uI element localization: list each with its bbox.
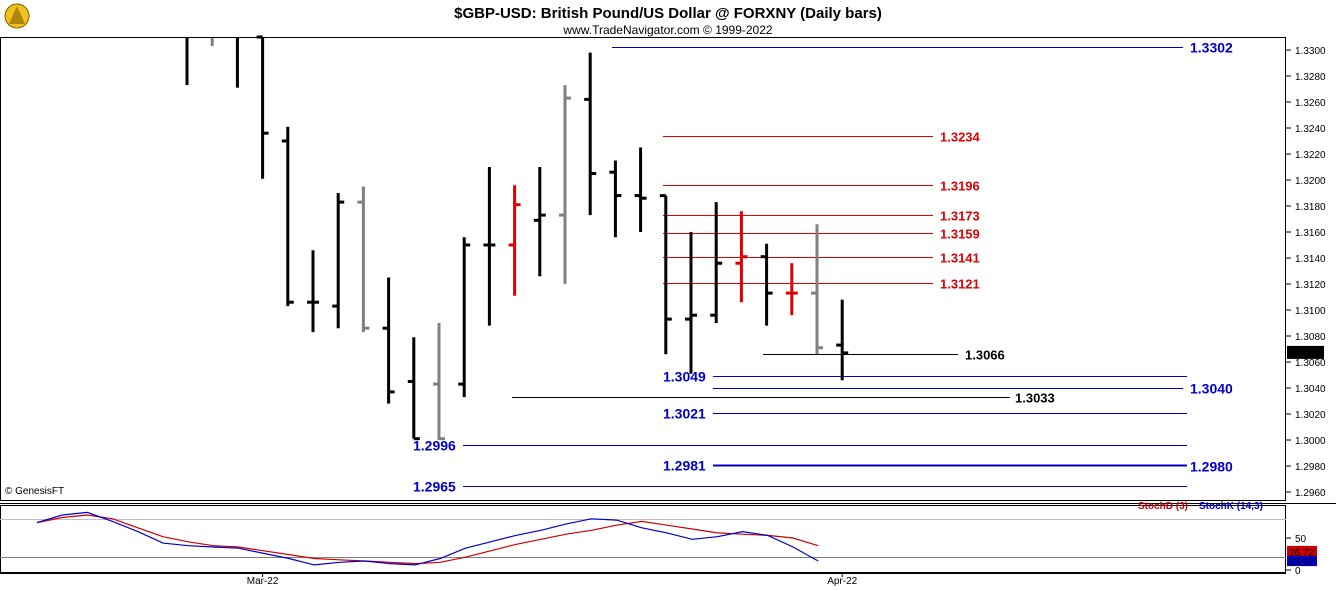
price-axis: 1.3300 1.3280 1.3260 1.3240 1.3220 1.3200 1.31…: [1286, 46, 1326, 499]
time-axis: Mar-22 Apr-22: [247, 573, 858, 587]
levels-layer: 1.3302 1.3234 1.3196 1.3173 1.3159 1.3141 1.31…: [413, 40, 1233, 495]
price-tick-label: 1.3200: [1295, 176, 1326, 187]
price-tick-label: 1.3100: [1295, 306, 1326, 317]
level-label: 1.2980: [1190, 459, 1233, 475]
stoch-d-legend: StochD (3): [1138, 501, 1188, 512]
level-label: 1.3173: [940, 209, 980, 224]
price-tick-label: 1.3020: [1295, 410, 1326, 421]
level-label: 1.3049: [663, 369, 706, 385]
level-label: 1.3196: [940, 179, 980, 194]
watermark: © GenesisFT: [5, 486, 64, 497]
level-label: 1.3234: [940, 130, 981, 145]
price-tick-label: 1.3060: [1295, 358, 1326, 369]
stoch-series-line: [36, 511, 819, 566]
price-tick-label: 1.3260: [1295, 98, 1326, 109]
stoch-series-line: [36, 514, 819, 565]
stoch-k-value-box: [1287, 556, 1317, 567]
stoch-tick-label: 50: [1295, 534, 1307, 545]
bars-layer: [185, 35, 849, 441]
price-tick-label: 1.3300: [1295, 46, 1326, 57]
chart-title: $GBP-USD: British Pound/US Dollar @ FORX…: [454, 5, 882, 22]
stoch-tick-label: 0: [1295, 566, 1301, 577]
stoch-k-value: 13.92: [1289, 557, 1314, 568]
price-panel-frame: [0, 37, 1286, 501]
price-tick-label: 1.3280: [1295, 72, 1326, 83]
level-label: 1.2996: [413, 438, 456, 454]
last-price-label: 1.3067: [1289, 349, 1320, 360]
price-tick-label: 1.3080: [1295, 332, 1326, 343]
level-label: 1.3141: [940, 251, 980, 266]
level-label: 1.3121: [940, 277, 980, 292]
level-label: 1.3033: [1015, 391, 1055, 406]
price-tick-label: 1.3220: [1295, 150, 1326, 161]
last-price-box: [1287, 345, 1324, 359]
price-tick-label: 1.2960: [1295, 488, 1326, 499]
stoch-d-value-box: [1287, 545, 1317, 558]
stoch-k-legend: StochK (14,3): [1199, 501, 1263, 512]
stoch-panel-frame: [0, 505, 1286, 573]
price-tick-label: 1.2980: [1295, 462, 1326, 473]
price-tick-label: 1.3000: [1295, 436, 1326, 447]
price-tick-label: 1.3160: [1295, 228, 1326, 239]
time-tick-label: Apr-22: [827, 576, 857, 587]
level-label: 1.3302: [1190, 40, 1233, 56]
price-tick-label: 1.3120: [1295, 280, 1326, 291]
price-tick-label: 1.3140: [1295, 254, 1326, 265]
price-tick-label: 1.3240: [1295, 124, 1326, 135]
level-label: 1.3159: [940, 227, 980, 242]
level-label: 1.2981: [663, 458, 706, 474]
level-label: 1.3040: [1190, 381, 1233, 397]
level-label: 1.2965: [413, 479, 456, 495]
level-label: 1.3021: [663, 406, 706, 422]
chart-subtitle: www.TradeNavigator.com © 1999-2022: [562, 23, 772, 37]
price-tick-label: 1.3180: [1295, 202, 1326, 213]
price-tick-label: 1.3040: [1295, 384, 1326, 395]
time-tick-label: Mar-22: [247, 576, 279, 587]
logo-icon: [4, 3, 30, 29]
level-label: 1.3066: [965, 348, 1005, 363]
stoch-d-value: 26.72: [1289, 548, 1314, 559]
